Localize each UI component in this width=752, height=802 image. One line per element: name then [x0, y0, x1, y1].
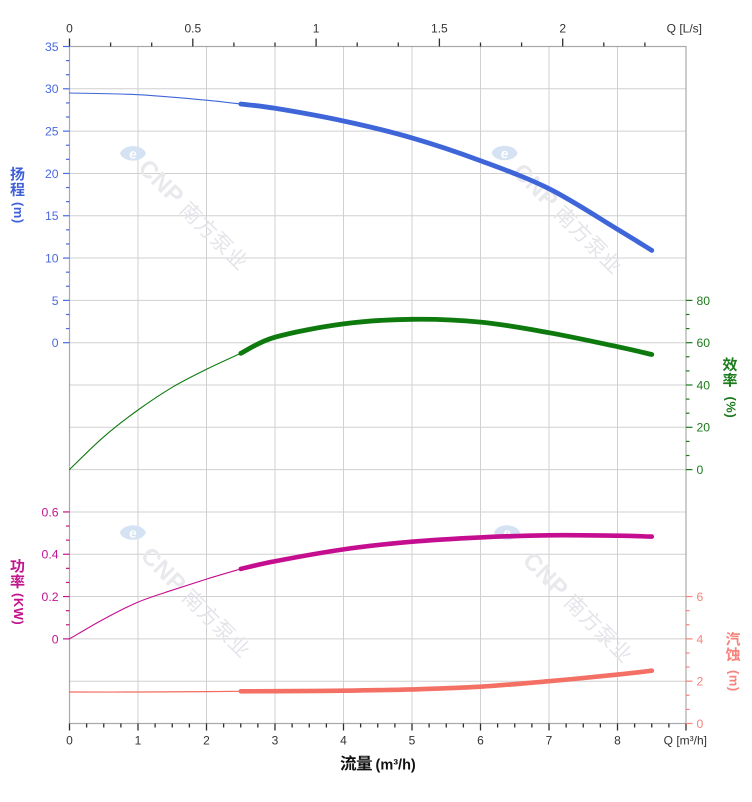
svg-text:6: 6 — [697, 590, 704, 604]
svg-text:3: 3 — [272, 734, 279, 748]
svg-text:7: 7 — [546, 734, 553, 748]
svg-text:0: 0 — [66, 734, 73, 748]
svg-text:15: 15 — [45, 209, 59, 223]
svg-text:6: 6 — [477, 734, 484, 748]
svg-text:25: 25 — [45, 125, 59, 139]
svg-text:(m): (m) — [727, 670, 742, 692]
svg-text:20: 20 — [45, 167, 59, 181]
svg-text:2: 2 — [697, 675, 704, 689]
svg-text:5: 5 — [52, 294, 59, 308]
svg-text:8: 8 — [614, 734, 621, 748]
svg-text:40: 40 — [697, 378, 711, 392]
svg-text:0: 0 — [697, 717, 704, 731]
svg-text:e: e — [500, 146, 510, 162]
svg-text:30: 30 — [45, 82, 59, 96]
svg-text:(m³/h): (m³/h) — [376, 757, 416, 773]
svg-text:e: e — [502, 525, 512, 541]
svg-text:1.5: 1.5 — [431, 22, 448, 36]
svg-text:0: 0 — [52, 632, 59, 646]
svg-text:35: 35 — [45, 40, 59, 54]
svg-text:4: 4 — [697, 632, 704, 646]
svg-text:Q [L/s]: Q [L/s] — [667, 22, 702, 36]
svg-text:80: 80 — [697, 294, 711, 308]
svg-text:0: 0 — [52, 336, 59, 350]
svg-text:0: 0 — [66, 22, 73, 36]
svg-text:4: 4 — [340, 734, 347, 748]
svg-text:(m): (m) — [11, 202, 26, 224]
svg-text:20: 20 — [697, 421, 711, 435]
svg-text:2: 2 — [559, 22, 566, 36]
svg-text:(KW): (KW) — [11, 593, 26, 625]
svg-text:0: 0 — [697, 463, 704, 477]
svg-text:0.5: 0.5 — [184, 22, 201, 36]
svg-text:(%): (%) — [724, 397, 739, 419]
svg-text:5: 5 — [409, 734, 416, 748]
svg-text:2: 2 — [203, 734, 210, 748]
svg-text:60: 60 — [697, 336, 711, 350]
svg-text:10: 10 — [45, 252, 59, 266]
svg-text:Q [m³/h]: Q [m³/h] — [664, 734, 707, 748]
svg-text:e: e — [128, 146, 138, 162]
svg-text:0.6: 0.6 — [42, 505, 59, 519]
svg-text:e: e — [128, 525, 138, 541]
svg-text:1: 1 — [135, 734, 142, 748]
svg-text:0.4: 0.4 — [42, 548, 59, 562]
svg-text:0.2: 0.2 — [42, 590, 59, 604]
svg-text:1: 1 — [313, 22, 320, 36]
